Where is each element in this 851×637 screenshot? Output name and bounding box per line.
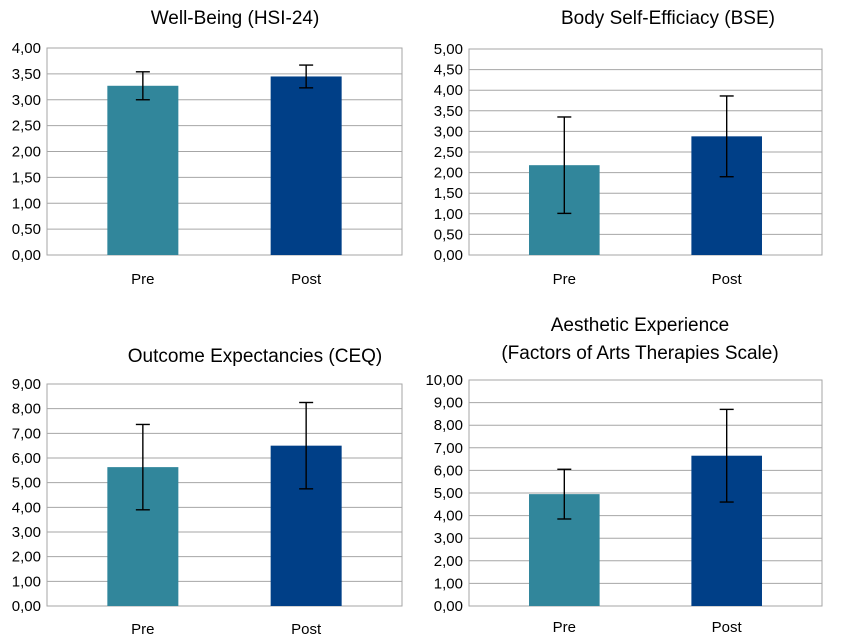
chart-title: (Factors of Arts Therapies Scale) [501, 343, 778, 364]
y-tick-label: 7,00 [12, 425, 41, 442]
chart-title: Outcome Expectancies (CEQ) [128, 346, 382, 367]
y-tick-label: 9,00 [12, 376, 41, 393]
chart-panel-2: 0,00 0,50 1,00 1,50 2,00 2,50 3,00 3,50 4,00 4,50… [434, 8, 823, 288]
y-tick-label: 8,00 [12, 401, 41, 418]
bar-post [270, 76, 342, 256]
y-tick-label: 5,00 [434, 41, 463, 58]
y-tick-label: 1,00 [12, 573, 41, 590]
y-tick-label: 5,00 [12, 475, 41, 492]
error-bar-pre [557, 116, 572, 215]
y-tick-label: 1,50 [12, 169, 41, 186]
chart-title: Body Self-Efficiacy (BSE) [561, 8, 775, 29]
y-tick-label: 7,00 [434, 440, 463, 457]
x-category-label: Pre [553, 271, 576, 288]
y-tick-label: 3,00 [12, 92, 41, 109]
y-tick-label: 2,50 [434, 144, 463, 161]
y-tick-label: 9,00 [434, 395, 463, 412]
y-tick-label: 0,50 [434, 226, 463, 243]
y-tick-label: 3,00 [12, 524, 41, 541]
plot-area [468, 379, 823, 607]
error-bar-pre [557, 468, 572, 520]
y-tick-label: 0,00 [434, 598, 463, 615]
y-tick-label: 3,50 [434, 103, 463, 120]
y-tick-label: 2,00 [434, 553, 463, 570]
y-tick-label: 4,00 [12, 499, 41, 516]
bar-pre [107, 85, 179, 255]
error-bar-pre [135, 423, 150, 511]
y-tick-label: 2,00 [434, 165, 463, 182]
x-category-label: Post [712, 271, 743, 288]
y-tick-label: 6,00 [434, 462, 463, 479]
y-tick-label: 3,50 [12, 66, 41, 83]
y-tick-label: 4,50 [434, 62, 463, 79]
chart-panel-4: 0,00 1,00 2,00 3,00 4,00 5,00 6,00 7,00 8,00 9,00… [425, 315, 823, 636]
chart-title: Well-Being (HSI-24) [151, 8, 320, 29]
error-bar-post [719, 95, 734, 178]
y-tick-label: 5,00 [434, 485, 463, 502]
y-tick-label: 8,00 [434, 417, 463, 434]
error-bar-post [299, 64, 314, 89]
plot-area [46, 383, 403, 607]
chart-panel-3: 0,00 1,00 2,00 3,00 4,00 5,00 6,00 7,00 8,00 9,00… [12, 346, 403, 637]
y-tick-label: 0,00 [434, 247, 463, 264]
x-category-label: Post [712, 619, 743, 636]
x-category-label: Pre [553, 619, 576, 636]
y-tick-label: 6,00 [12, 450, 41, 467]
y-tick-label: 1,00 [434, 575, 463, 592]
y-tick-label: 0,00 [12, 598, 41, 615]
y-tick-label: 2,50 [12, 118, 41, 135]
chart-panel-1: 0,00 0,50 1,00 1,50 2,00 2,50 3,00 3,50 4,00 Pre P… [12, 8, 403, 288]
x-category-label: Post [291, 271, 322, 288]
y-tick-label: 4,00 [12, 40, 41, 57]
y-tick-label: 3,00 [434, 123, 463, 140]
y-tick-label: 3,00 [434, 530, 463, 547]
x-category-label: Pre [131, 621, 154, 637]
y-tick-label: 1,00 [12, 195, 41, 212]
y-tick-label: 10,00 [425, 372, 463, 389]
error-bar-post [299, 401, 314, 490]
y-tick-label: 4,00 [434, 508, 463, 525]
y-tick-label: 2,00 [12, 144, 41, 161]
chart-title: Aesthetic Experience [551, 315, 730, 336]
x-category-label: Pre [131, 271, 154, 288]
x-category-label: Post [291, 621, 322, 637]
y-tick-label: 1,50 [434, 185, 463, 202]
y-tick-label: 1,00 [434, 206, 463, 223]
error-bar-post [719, 408, 734, 503]
y-tick-label: 0,00 [12, 247, 41, 264]
error-bar-pre [135, 71, 150, 101]
y-tick-label: 0,50 [12, 221, 41, 238]
y-tick-label: 2,00 [12, 549, 41, 566]
plot-area [468, 48, 823, 256]
plot-area [46, 47, 403, 256]
y-tick-label: 4,00 [434, 82, 463, 99]
